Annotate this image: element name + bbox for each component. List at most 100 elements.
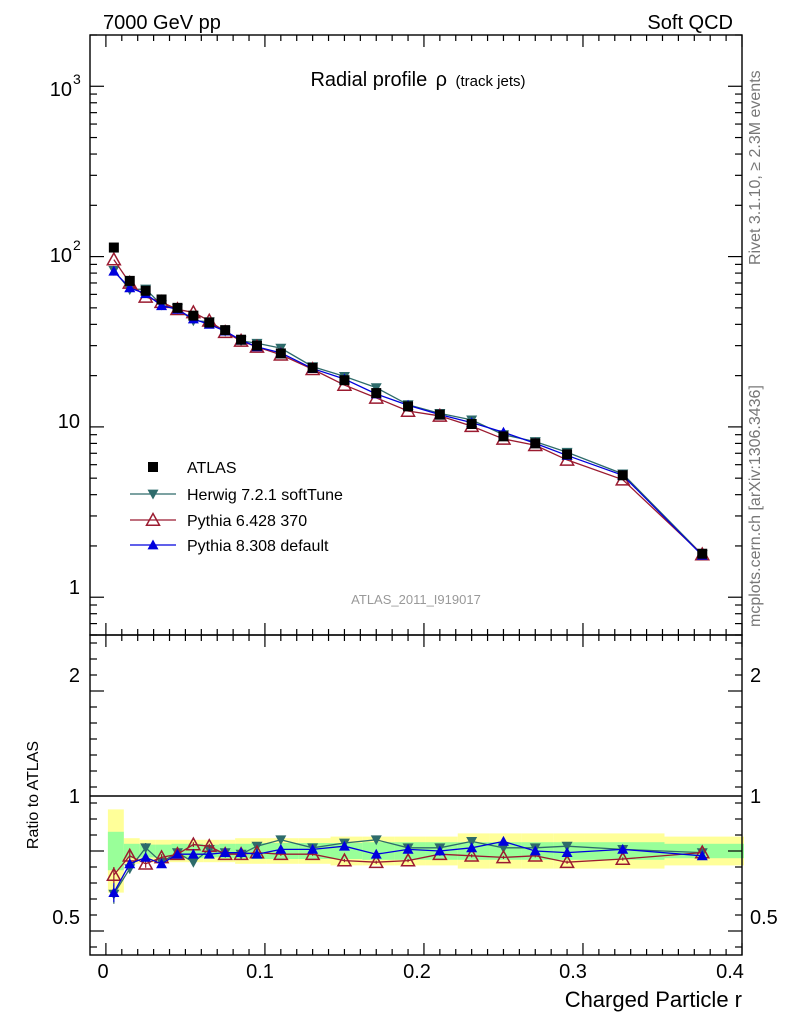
ratio-point-herwig-7-2-1-softtune-13 <box>370 835 382 846</box>
ytick-label-main-100: 10 <box>50 245 72 267</box>
main-point-atlas-16 <box>466 418 477 429</box>
xtick-label-0.2: 0.2 <box>403 961 431 983</box>
ytick-exp-main-1000: 3 <box>73 71 81 87</box>
ratio-point-pythia-8-308-default-6 <box>203 848 215 859</box>
main-plot-data <box>106 242 711 561</box>
ratio-point-pythia-8-308-default-4 <box>171 848 183 859</box>
ratio-point-pythia-6-428-370-12 <box>336 852 353 867</box>
main-point-atlas-21 <box>697 548 708 559</box>
chart-title-symbol: ρ <box>436 69 447 91</box>
main-point-pythia-8-308-default-3 <box>156 300 168 311</box>
ratio-point-pythia-8-308-default-2 <box>140 851 152 862</box>
ratio-band-stat-0 <box>107 831 124 871</box>
ratio-point-pythia-8-308-default-13 <box>370 848 382 859</box>
ratio-point-pythia-8-308-default-19 <box>561 847 573 857</box>
ratio-point-pythia-8-308-default-14 <box>402 843 414 854</box>
legend-label-atlas: ATLAS <box>187 460 237 477</box>
main-point-atlas-9 <box>251 340 262 351</box>
axes-ticks <box>90 34 743 955</box>
x-axis-label: Charged Particle r <box>565 987 742 1012</box>
ratio-plot-frame <box>89 634 743 956</box>
main-point-atlas-4 <box>172 302 183 313</box>
ytick-label-ratio-2-right: 2 <box>750 665 761 687</box>
ratio-point-pythia-8-308-default-8 <box>235 847 247 857</box>
ratio-point-pythia-8-308-default-10 <box>275 843 287 854</box>
main-point-atlas-12 <box>339 375 350 386</box>
ratio-point-pythia-6-428-370-20 <box>614 850 631 865</box>
main-line-herwig-7-2-1-softtune <box>113 269 703 556</box>
legend-marker-atlas <box>148 462 158 472</box>
main-point-atlas-18 <box>530 438 541 449</box>
ratio-band-stat-13 <box>362 842 395 860</box>
rivet-info-label: Rivet 3.1.10, ≥ 2.3M events <box>747 70 764 265</box>
main-point-atlas-13 <box>371 388 382 399</box>
ratio-point-pythia-8-308-default-20 <box>617 843 629 854</box>
ratio-point-herwig-7-2-1-softtune-2 <box>140 843 152 854</box>
main-point-atlas-2 <box>140 285 151 296</box>
ratio-point-herwig-7-2-1-softtune-10 <box>275 835 287 846</box>
ratio-point-pythia-6-428-370-0 <box>106 866 122 881</box>
header-right-label: Soft QCD <box>647 12 733 34</box>
main-point-pythia-6-428-370-0 <box>106 251 122 266</box>
ratio-point-pythia-8-308-default-15 <box>434 845 446 856</box>
ytick-label-ratio-2: 2 <box>69 665 80 687</box>
chart-title-sub: (track jets) <box>456 73 526 90</box>
xtick-label-0: 0 <box>97 961 108 983</box>
ratio-point-pythia-8-308-default-9 <box>251 848 263 859</box>
main-point-atlas-19 <box>562 449 573 460</box>
ratio-point-pythia-8-308-default-0 <box>108 887 120 897</box>
ratio-plot-data <box>106 835 711 904</box>
ratio-point-pythia-8-308-default-11 <box>307 843 319 854</box>
main-point-atlas-17 <box>498 431 509 442</box>
main-point-pythia-8-308-default-1 <box>124 282 136 293</box>
main-point-atlas-1 <box>124 275 135 286</box>
xtick-label-0.4: 0.4 <box>716 961 744 983</box>
main-point-atlas-15 <box>434 409 445 420</box>
ytick-exp-main-100: 2 <box>73 237 81 253</box>
ytick-label-ratio-1: 1 <box>69 786 80 808</box>
ratio-point-pythia-6-428-370-19 <box>559 854 575 869</box>
legend-marker-pythia-8-308-default <box>147 539 159 550</box>
legend-label-pythia8: Pythia 8.308 default <box>187 538 329 555</box>
legend-marker-pythia-6-428-370 <box>145 511 161 526</box>
main-point-atlas-7 <box>220 325 231 336</box>
ratio-point-herwig-7-2-1-softtune-19 <box>561 841 573 852</box>
ratio-point-pythia-8-308-default-7 <box>219 847 231 857</box>
ratio-line-pythia-8-308-default <box>113 840 703 893</box>
xtick-label-0.3: 0.3 <box>559 961 587 983</box>
legend: ATLAS Herwig 7.2.1 softTune Pythia 6.428… <box>130 460 343 555</box>
ytick-label-main-1000: 10 <box>50 79 72 101</box>
chart-title-main: Radial profile <box>310 69 427 91</box>
ratio-point-pythia-8-308-default-5 <box>187 848 199 859</box>
ratio-line-herwig-7-2-1-softtune <box>113 839 703 895</box>
chart-title: Radial profile ρ (track jets) <box>310 69 525 91</box>
mcplots-info-label: mcplots.cern.ch [arXiv:1306.3436] <box>747 385 764 627</box>
main-point-atlas-0 <box>108 242 119 253</box>
main-point-pythia-8-308-default-0 <box>108 265 120 276</box>
ytick-label-main-1: 1 <box>69 577 80 599</box>
ratio-line-pythia-6-428-370 <box>113 843 703 876</box>
main-point-atlas-3 <box>156 294 167 305</box>
main-point-atlas-14 <box>403 401 414 412</box>
xtick-label-0.1: 0.1 <box>246 961 274 983</box>
main-point-atlas-10 <box>275 348 286 359</box>
ratio-point-pythia-8-308-default-21 <box>696 850 708 861</box>
ratio-band-stat-1 <box>123 843 140 859</box>
ratio-point-pythia-8-308-default-1 <box>124 858 136 869</box>
ratio-point-pythia-6-428-370-14 <box>400 852 416 867</box>
ytick-label-ratio-1-right: 1 <box>750 786 761 808</box>
main-point-atlas-20 <box>617 470 628 481</box>
ratio-point-herwig-7-2-1-softtune-16 <box>466 837 478 847</box>
ratio-point-pythia-8-308-default-18 <box>529 845 541 856</box>
ratio-uncertainty-bands <box>107 809 744 893</box>
main-point-atlas-6 <box>204 317 215 328</box>
ratio-point-pythia-6-428-370-2 <box>137 855 154 870</box>
legend-label-herwig: Herwig 7.2.1 softTune <box>187 487 343 504</box>
main-line-pythia-8-308-default <box>113 270 703 556</box>
analysis-watermark: ATLAS_2011_I919017 <box>351 592 481 607</box>
header-left-label: 7000 GeV pp <box>103 12 221 34</box>
ytick-label-main-10: 10 <box>58 411 80 433</box>
y-axis-label-ratio: Ratio to ATLAS <box>25 741 42 849</box>
ratio-point-pythia-6-428-370-16 <box>463 847 480 862</box>
